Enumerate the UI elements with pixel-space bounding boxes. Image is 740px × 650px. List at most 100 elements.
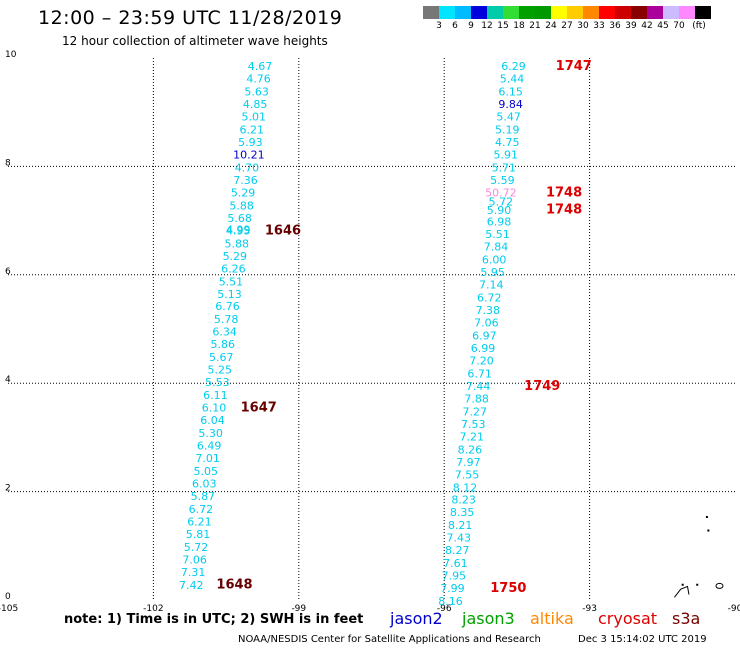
pass-time-label: 1749 [524, 379, 560, 394]
color-scale-label: 6 [452, 21, 458, 31]
wave-height-value: 4.99 [226, 223, 251, 236]
wave-height-value: 5.63 [244, 86, 269, 99]
wave-height-value: 6.99 [471, 342, 496, 355]
color-swatch [583, 6, 599, 19]
wave-height-value: 10.21 [233, 148, 265, 161]
island-speck [705, 515, 708, 518]
color-swatch [487, 6, 503, 19]
wave-height-value: 7.84 [484, 241, 509, 254]
color-swatch [519, 6, 535, 19]
wave-height-value: 7.27 [462, 405, 487, 418]
color-swatch [423, 6, 439, 19]
wave-height-value: 5.05 [193, 465, 218, 478]
wave-height-value: 5.72 [489, 196, 514, 209]
wave-height-value: 8.23 [451, 494, 476, 507]
wave-height-value: 7.14 [479, 279, 504, 292]
wave-height-value: 5.51 [485, 228, 510, 241]
wave-height-value: 8.27 [445, 544, 470, 557]
x-tick-label: -93 [582, 604, 597, 614]
wave-height-value: 5.88 [229, 199, 254, 212]
pass-time-label: 1648 [216, 578, 252, 593]
color-swatch [679, 6, 695, 19]
color-swatch [599, 6, 615, 19]
wave-height-value: 5.68 [227, 212, 252, 225]
wave-height-value: 7.99 [440, 582, 465, 595]
wave-height-value: 4.75 [495, 136, 520, 149]
wave-height-value: 6.34 [212, 326, 237, 339]
color-scale-label: 33 [593, 21, 605, 31]
color-swatch [439, 6, 455, 19]
wave-height-value: 7.95 [442, 570, 467, 583]
wave-height-value: 8.21 [448, 519, 473, 532]
pass-time-label: 1747 [556, 59, 592, 74]
wave-height-value: 5.59 [490, 174, 515, 187]
wave-height-value: 6.29 [501, 60, 526, 73]
wave-height-value: 7.44 [466, 380, 491, 393]
color-scale-label: 36 [609, 21, 621, 31]
island-speck [696, 583, 699, 586]
color-swatch [535, 6, 551, 19]
color-scale-label: 12 [481, 21, 493, 31]
color-scale-label: (ft) [692, 21, 706, 31]
wave-height-value: 6.21 [187, 515, 212, 528]
wave-height-value: 7.36 [233, 174, 258, 187]
wave-height-value: 5.95 [480, 266, 505, 279]
color-scale-label: 21 [529, 21, 541, 31]
wave-height-value: 4.70 [235, 161, 260, 174]
wave-height-value: 4.67 [248, 60, 273, 73]
units-note: note: 1) Time is in UTC; 2) SWH is in fe… [64, 612, 364, 627]
wave-height-value: 4.95 [226, 224, 251, 237]
wave-height-value: 6.03 [192, 477, 217, 490]
wave-height-value: 7.43 [446, 532, 471, 545]
wave-height-value: 5.30 [198, 427, 223, 440]
wave-height-value: 6.26 [221, 262, 246, 275]
wave-height-value: 9.84 [498, 98, 523, 111]
wave-height-value: 7.31 [181, 566, 206, 579]
wave-height-value: 4.76 [246, 73, 271, 86]
color-swatch [567, 6, 583, 19]
color-swatch [471, 6, 487, 19]
color-scale-label: 3 [436, 21, 442, 31]
wave-height-value: 5.88 [225, 237, 250, 250]
island-speck [681, 583, 684, 586]
wave-height-value: 7.38 [476, 304, 501, 317]
color-swatch [695, 6, 711, 19]
color-scale-label: 70 [673, 21, 685, 31]
y-tick-label: 8 [5, 158, 11, 168]
wave-height-value: 8.16 [438, 595, 463, 608]
wave-height-value: 5.01 [241, 111, 266, 124]
wave-height-value: 6.97 [472, 330, 497, 343]
y-tick-label: 10 [5, 50, 17, 60]
wave-height-value: 5.78 [214, 313, 239, 326]
wave-height-value: 5.91 [494, 148, 519, 161]
wave-height-value: 6.49 [197, 440, 222, 453]
wave-height-value: 5.53 [205, 376, 230, 389]
wave-height-value: 5.87 [191, 490, 216, 503]
wave-height-value: 5.86 [210, 338, 235, 351]
wave-height-value: 7.20 [469, 354, 494, 367]
wave-height-value: 6.15 [498, 86, 523, 99]
color-scale-label: 15 [497, 21, 509, 31]
color-swatch [663, 6, 679, 19]
wave-height-value: 6.71 [467, 367, 492, 380]
wave-height-value: 6.04 [200, 414, 225, 427]
wave-height-value: 8.26 [458, 443, 483, 456]
color-scale-label: 27 [561, 21, 573, 31]
legend-item-jason2: jason2 [390, 609, 443, 628]
pass-time-label: 1647 [241, 401, 277, 416]
wave-height-value: 5.90 [487, 204, 512, 217]
pass-time-label: 1748 [546, 203, 582, 218]
wave-height-value: 6.10 [202, 402, 227, 415]
wave-height-value: 7.06 [474, 316, 499, 329]
wave-height-value: 4.85 [243, 98, 268, 111]
wave-height-value: 5.29 [223, 250, 248, 263]
wave-height-value: 7.55 [455, 468, 480, 481]
island-speck [707, 529, 710, 532]
color-scale-bar [423, 6, 711, 19]
legend-item-s3a: s3a [672, 609, 701, 628]
island-outline [674, 585, 690, 598]
pass-time-label: 1646 [265, 223, 301, 238]
wave-height-value: 7.61 [443, 557, 468, 570]
wave-height-value: 5.71 [492, 161, 517, 174]
